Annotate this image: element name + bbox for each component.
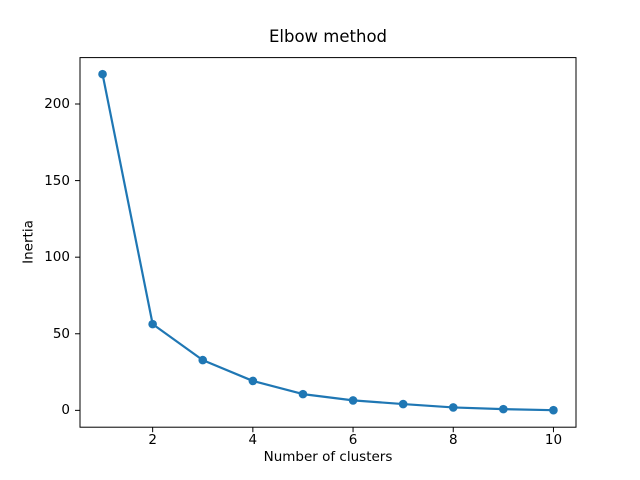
y-tick-label: 50 [52,325,70,342]
data-point-marker [248,376,258,386]
y-tick-label: 0 [61,402,70,419]
data-point-marker [148,319,157,329]
data-point-marker [198,355,208,365]
data-point-marker [499,404,508,414]
x-tick-label: 4 [248,432,258,448]
x-tick-label: 10 [544,432,563,448]
x-tick-label: 2 [148,432,157,448]
axes-frame [79,57,577,428]
y-tick-label: 100 [44,249,70,266]
data-point-marker [398,399,408,409]
x-tick-label: 6 [348,432,358,448]
inertia-line [101,73,554,412]
y-tick-label: 200 [44,96,70,112]
data-point-marker [348,396,358,405]
data-point-marker [549,405,558,415]
y-tick-label: 150 [44,172,70,189]
data-point-marker [298,389,308,399]
data-point-marker [98,69,107,79]
x-axis-label: Number of clusters [263,449,393,465]
data-point-marker [448,403,458,412]
x-tick-label: 8 [448,432,458,448]
chart-title: Elbow method [268,27,388,46]
